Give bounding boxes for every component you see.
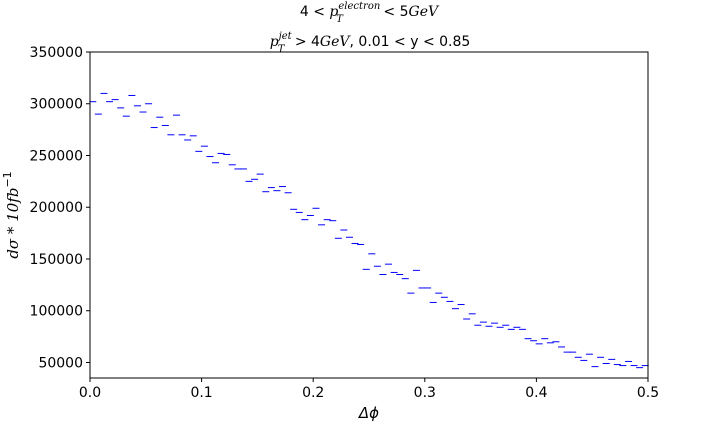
title2-unit: GeV: [320, 34, 351, 50]
x-tick-label: 0.1: [190, 385, 212, 401]
title1-var: p: [329, 4, 338, 20]
title2-sup: jet: [277, 31, 293, 42]
title2-var: p: [270, 34, 279, 50]
y-tick-label: 350000: [30, 45, 83, 61]
x-tick-label: 0.5: [637, 385, 659, 401]
title1-unit: GeV: [409, 4, 440, 20]
title1-pre: 4 <: [300, 4, 330, 20]
data-markers: [89, 92, 649, 369]
y-tick-label: 250000: [30, 148, 83, 164]
title2-rest: , 0.01 < y < 0.85: [350, 34, 471, 50]
x-axis-ticks: 0.0 0.1 0.2 0.3 0.4 0.5: [79, 378, 659, 401]
x-tick-label: 0.4: [525, 385, 547, 401]
ylabel-sup: −1: [1, 171, 14, 187]
y-tick-label: 200000: [30, 200, 83, 216]
plot-frame: [89, 51, 649, 379]
title1-sup: electron: [338, 1, 380, 12]
ylabel-main: dσ * 10: [4, 202, 22, 258]
chart-title-line2: pjet T > 4GeV, 0.01 < y < 0.85: [270, 31, 471, 55]
x-tick-label: 0.2: [302, 385, 324, 401]
ylabel-unit: fb: [4, 188, 22, 204]
y-tick-label: 100000: [30, 304, 83, 320]
x-tick-label: 0.0: [79, 385, 101, 401]
y-axis-ticks: 50000 100000 150000 200000 250000 300000 35000…: [30, 45, 90, 371]
y-tick-label: 300000: [30, 97, 83, 113]
title1-post: < 5: [379, 4, 409, 20]
title1-sub: T: [336, 14, 344, 25]
chart-title-line1: 4 < pelectron T < 5GeV: [300, 1, 440, 25]
y-tick-label: 50000: [38, 355, 83, 371]
x-tick-label: 0.3: [414, 385, 436, 401]
x-axis-label: Δϕ: [358, 404, 379, 422]
title2-sub: T: [278, 44, 286, 55]
y-axis-label: dσ * 10fb−1: [1, 171, 22, 258]
title2-post: > 4: [290, 34, 320, 50]
y-tick-label: 150000: [30, 252, 83, 268]
